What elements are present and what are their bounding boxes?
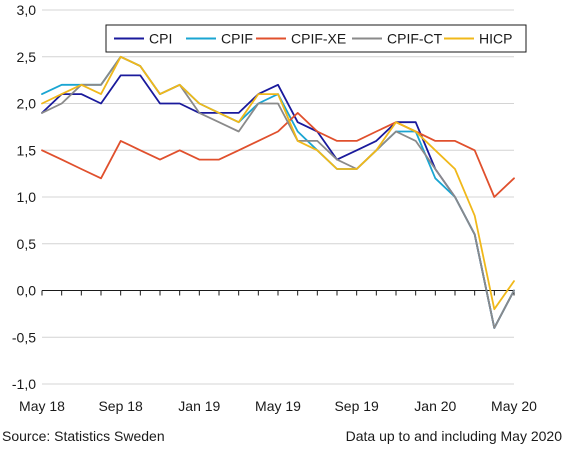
- data-coverage-note: Data up to and including May 2020: [345, 428, 562, 444]
- y-tick-label: 1,0: [17, 189, 37, 205]
- legend-label-cpi: CPI: [149, 31, 172, 47]
- source-note: Source: Statistics Sweden: [2, 428, 165, 444]
- y-tick-label: 0,5: [17, 236, 37, 252]
- x-tick-label: May 19: [255, 398, 301, 414]
- x-tick-label: Jan 20: [414, 398, 456, 414]
- series-line-cpif-ct: [41, 55, 515, 329]
- legend-label-cpif-ct: CPIF-CT: [387, 31, 443, 47]
- y-tick-label: 2,5: [17, 49, 37, 65]
- legend: CPI CPIF CPIF-XE CPIF-CT HICP: [105, 24, 527, 53]
- x-tick-label: May 18: [19, 398, 65, 414]
- series-lines: [41, 55, 515, 329]
- y-tick-label: 1,5: [17, 142, 37, 158]
- legend-label-cpif: CPIF: [221, 31, 253, 47]
- y-tick-label: 3,0: [17, 2, 37, 18]
- x-tick-label: May 20: [491, 398, 537, 414]
- series-line-hicp: [41, 55, 515, 311]
- y-tick-label: 2,0: [17, 96, 37, 112]
- series-line-cpif: [41, 55, 515, 329]
- legend-label-cpif-xe: CPIF-XE: [291, 31, 346, 47]
- y-tick-label: -0,5: [12, 329, 36, 345]
- series-line-cpif-xe: [41, 112, 515, 198]
- y-axis-tick-labels: 3,0 2,5 2,0 1,5 1,0 0,5 0,0 -0,5 -1,0: [12, 2, 36, 392]
- x-axis-tick-labels: May 18 Sep 18 Jan 19 May 19 Sep 19 Jan 20 May …: [19, 398, 537, 414]
- x-tick-label: Sep 18: [98, 398, 143, 414]
- legend-label-hicp: HICP: [479, 31, 512, 47]
- y-tick-label: 0,0: [17, 283, 37, 299]
- y-tick-label: -1,0: [12, 376, 36, 392]
- gridlines: [42, 9, 514, 385]
- x-tick-label: Sep 19: [334, 398, 379, 414]
- x-axis: [41, 290, 515, 296]
- x-tick-label: Jan 19: [178, 398, 220, 414]
